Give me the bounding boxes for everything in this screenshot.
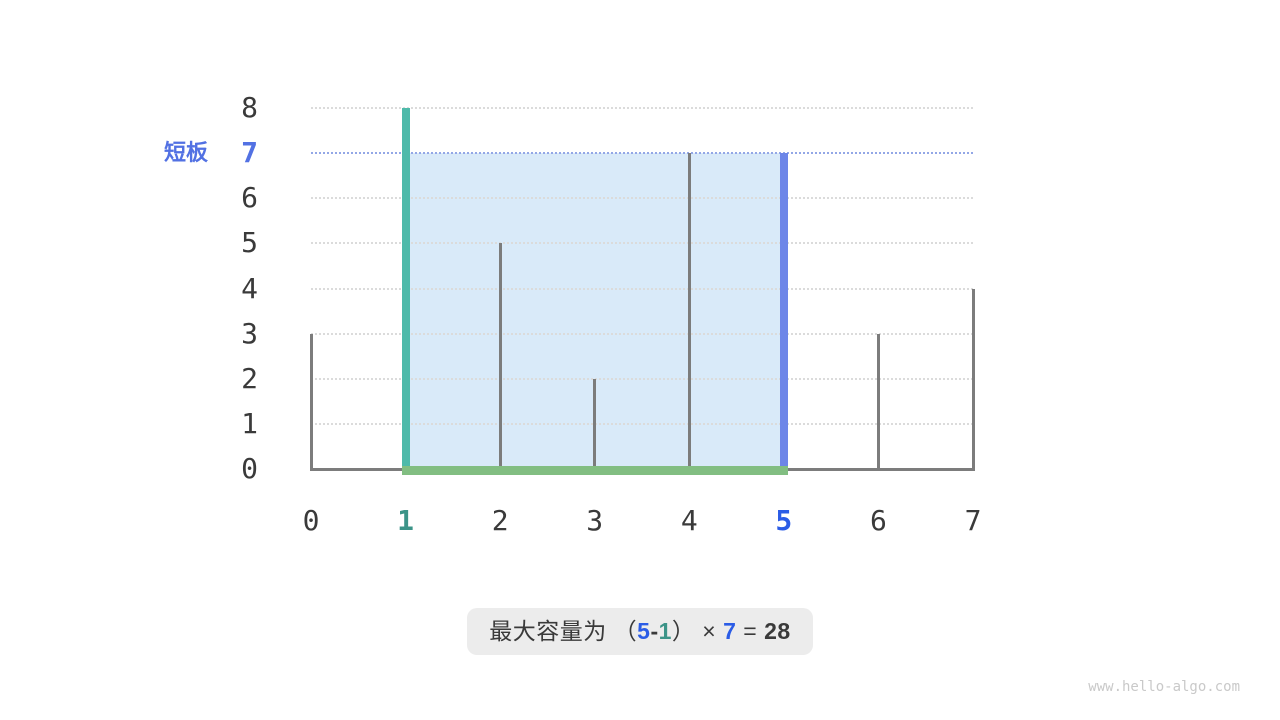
gridline [311,332,973,335]
y-tick-label: 7 [241,136,258,170]
caption-segment: ） [671,618,696,644]
water-level-line [311,152,973,155]
caption-segment: × [695,618,724,644]
right-board-bar [779,153,788,466]
board-bar [309,333,313,471]
x-tick-label: 2 [491,504,509,537]
y-tick-label: 2 [241,361,258,395]
gridline [311,197,973,200]
board-bar [971,288,975,471]
caption-segment: - [650,618,659,644]
caption-row: 最大容量为 （5-1） × 7 = 28 [0,608,1280,655]
board-bar [498,243,502,471]
x-tick-label: 0 [302,504,320,537]
caption-segment: 5 [637,618,651,644]
gridline [311,422,973,425]
y-tick-label: 1 [241,406,258,440]
x-tick-label: 6 [869,504,887,537]
left-board-bar [401,108,410,466]
y-tick-label: 6 [241,181,258,215]
board-bar [876,333,880,471]
caption-box: 最大容量为 （5-1） × 7 = 28 [467,608,813,655]
gridline [311,377,973,380]
gridline [311,287,973,290]
y-tick-label: 0 [241,452,258,485]
x-tick-label: 5 [775,504,793,537]
gridline [311,242,973,245]
caption-segment: 最大容量为 （ [489,618,638,644]
caption-segment: 7 [723,618,737,644]
x-tick-label: 4 [680,504,698,537]
gridline [311,107,973,109]
x-tick-label: 1 [397,504,414,537]
board-bar [593,378,597,471]
bottom-width-bar [401,466,788,475]
y-tick-label: 4 [241,271,258,305]
board-bar [687,153,691,471]
y-tick-label: 5 [241,226,258,260]
short-board-label: 短板 [163,140,208,166]
caption-segment: 28 [764,618,791,644]
x-tick-label: 7 [964,504,982,537]
y-tick-label: 8 [241,91,258,124]
caption-segment: = [736,618,765,644]
caption-segment: 1 [658,618,672,644]
watermark: www.hello-algo.com [1088,679,1240,695]
y-tick-label: 3 [241,316,258,350]
x-tick-label: 3 [586,504,604,537]
